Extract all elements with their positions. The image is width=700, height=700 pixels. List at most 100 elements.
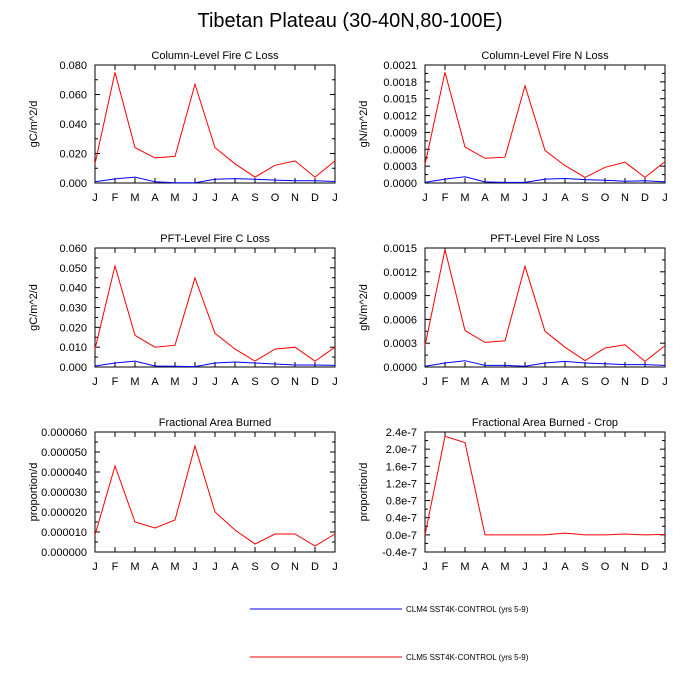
clm5-series-line: [94, 263, 336, 362]
chart-panel-6: Fractional Area Burned - Crop proportion/…: [358, 417, 668, 573]
y-tick-label: 0.8e-7: [386, 496, 417, 508]
x-tick-label: A: [151, 561, 159, 573]
y-tick-label: 0.0003: [383, 338, 417, 350]
y-tick-label: 0.000060: [41, 427, 87, 439]
y-tick-label: -0.4e-7: [382, 547, 417, 559]
x-tick-label: F: [442, 192, 449, 204]
y-tick-label: 0.040: [59, 119, 87, 131]
x-tick-label: F: [112, 192, 119, 204]
y-tick-label: 0.000050: [41, 447, 87, 459]
clm4-series-line: [94, 360, 336, 368]
x-tick-label: J: [522, 192, 528, 204]
x-tick-label: J: [662, 192, 668, 204]
clm5-series-line: [424, 72, 666, 179]
y-axis-label: gN/m^2/d: [358, 284, 370, 331]
y-tick-label: 0.000030: [41, 487, 87, 499]
x-tick-label: O: [601, 376, 610, 388]
plot-frame: [94, 64, 336, 184]
y-tick-label: 2.4e-7: [386, 427, 417, 439]
x-tick-label: A: [151, 192, 159, 204]
x-tick-label: F: [442, 376, 449, 388]
y-tick-label: 0.0012: [383, 267, 417, 279]
x-tick-label: M: [500, 192, 509, 204]
y-axis-label: gN/m^2/d: [358, 101, 370, 148]
chart-panel-5: Fractional Area Burnedproportion/d0.0000…: [28, 417, 338, 573]
x-tick-label: M: [500, 376, 509, 388]
legend-label: CLM4 SST4K-CONTROL (yrs 5-9): [406, 605, 529, 614]
x-tick-label: A: [561, 561, 569, 573]
x-tick-label: D: [311, 192, 319, 204]
x-tick-label: A: [151, 376, 159, 388]
x-tick-label: N: [291, 561, 299, 573]
x-tick-label: M: [460, 376, 469, 388]
x-tick-label: F: [112, 376, 119, 388]
x-tick-label: M: [460, 192, 469, 204]
y-tick-label: 0.0000: [383, 178, 417, 190]
x-tick-label: J: [332, 192, 338, 204]
y-tick-label: 0.0003: [383, 161, 417, 173]
y-tick-label: 0.0e-7: [386, 530, 417, 542]
y-axis-label: proportion/d: [358, 463, 370, 522]
x-tick-label: J: [192, 561, 198, 573]
x-tick-label: A: [481, 192, 489, 204]
x-tick-label: J: [662, 561, 668, 573]
y-tick-label: 1.6e-7: [386, 461, 417, 473]
x-tick-label: M: [130, 561, 139, 573]
y-tick-label: 0.0015: [383, 94, 417, 106]
plot-frame: [94, 431, 336, 553]
x-tick-label: A: [481, 561, 489, 573]
y-tick-label: 0.0009: [383, 127, 417, 139]
x-tick-label: J: [522, 561, 528, 573]
chart-panel-3: PFT-Level Fire C Loss gC/m^2/d 0.000 0.010 0…: [28, 233, 338, 388]
y-tick-label: 0.030: [59, 303, 87, 315]
chart-panel-2: Column-Level Fire N Loss gN/m^2/d 0.0000 0.…: [358, 50, 668, 204]
chart-title: Column-Level Fire C Loss: [151, 50, 279, 62]
x-tick-label: S: [251, 376, 258, 388]
x-tick-label: J: [192, 192, 198, 204]
clm4-series-line: [424, 176, 666, 183]
x-tick-label: M: [170, 561, 179, 573]
x-tick-label: N: [621, 192, 629, 204]
y-tick-label: 2.0e-7: [386, 444, 417, 456]
y-tick-label: 0.0009: [383, 291, 417, 303]
y-tick-label: 0.000010: [41, 527, 87, 539]
x-tick-label: A: [561, 192, 569, 204]
x-tick-label: J: [92, 376, 98, 388]
x-tick-label: O: [271, 192, 280, 204]
x-tick-label: A: [481, 376, 489, 388]
chart-title: PFT-Level Fire C Loss: [160, 233, 270, 245]
x-tick-label: S: [251, 561, 258, 573]
y-tick-label: 0.020: [59, 149, 87, 161]
y-tick-label: 0.4e-7: [386, 513, 417, 525]
y-tick-label: 0.050: [59, 263, 87, 275]
y-axis-label: gC/m^2/d: [28, 284, 40, 331]
x-tick-label: J: [212, 192, 218, 204]
y-tick-label: 0.000040: [41, 467, 87, 479]
clm4-series-line: [424, 360, 666, 367]
clm4-series-line: [94, 176, 336, 184]
y-tick-label: 0.000020: [41, 507, 87, 519]
x-tick-label: O: [271, 376, 280, 388]
x-tick-label: S: [251, 192, 258, 204]
chart-title: Fractional Area Burned - Crop: [472, 417, 618, 429]
y-tick-label: 0.0015: [383, 243, 417, 255]
x-tick-label: N: [291, 376, 299, 388]
page-title: Tibetan Plateau (30-40N,80-100E): [197, 10, 503, 32]
y-tick-label: 0.0021: [383, 60, 417, 72]
x-tick-label: S: [581, 561, 588, 573]
clm5-series-line: [94, 444, 336, 547]
x-tick-label: D: [641, 376, 649, 388]
x-tick-label: M: [130, 192, 139, 204]
x-tick-label: M: [500, 561, 509, 573]
clm5-series-line: [424, 249, 666, 363]
x-tick-label: F: [112, 561, 119, 573]
x-tick-label: M: [170, 192, 179, 204]
x-tick-label: M: [130, 376, 139, 388]
y-tick-label: 0.0006: [383, 314, 417, 326]
chart-title: Fractional Area Burned: [159, 417, 272, 429]
x-tick-label: J: [542, 561, 548, 573]
y-tick-label: 0.010: [59, 342, 87, 354]
y-tick-label: 0.060: [59, 90, 87, 102]
x-tick-label: D: [641, 561, 649, 573]
